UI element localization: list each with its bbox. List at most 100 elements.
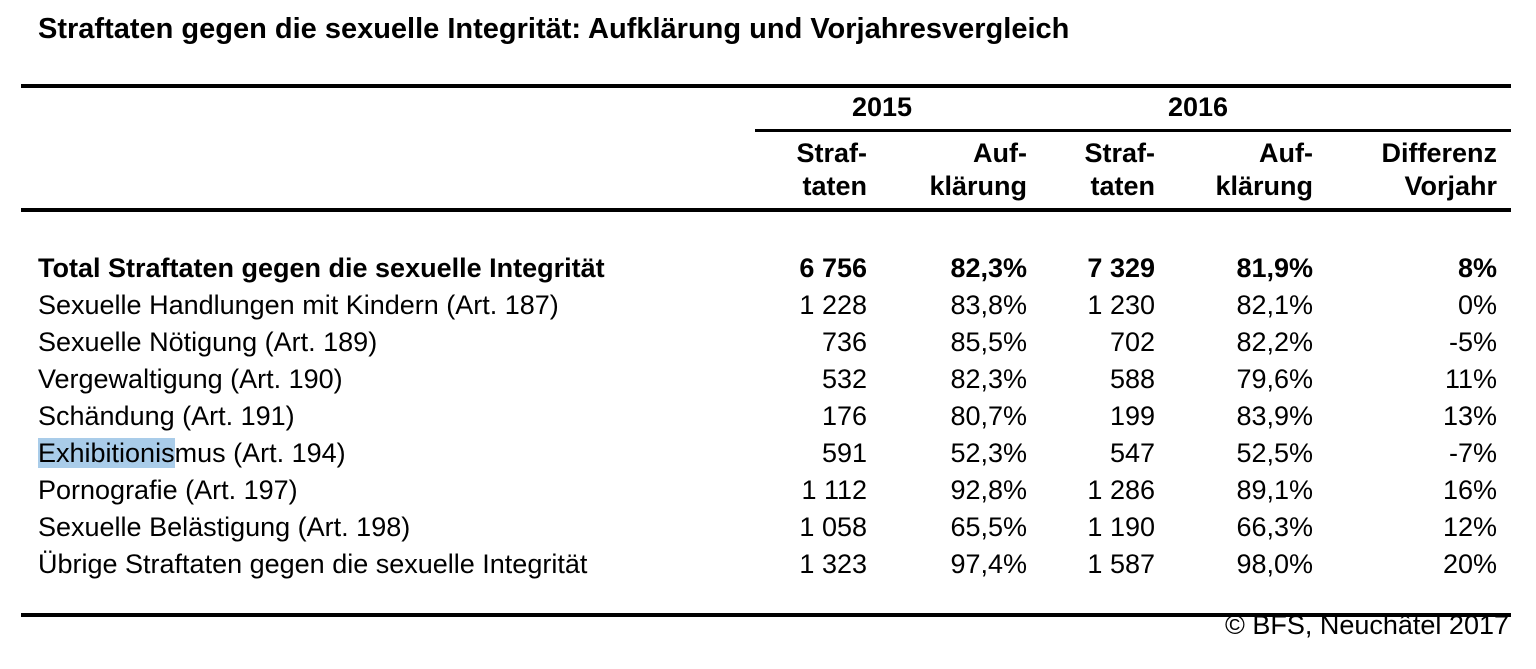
table-row: Übrige Straftaten gegen die sexuelle Int…: [21, 546, 1511, 583]
cell-aufklaerung-2016: 98,0%: [1236, 549, 1313, 579]
table-row: Pornografie (Art. 197) 1 112 92,8% 1 286…: [21, 472, 1511, 509]
year-header-cell: 2015 2016: [755, 86, 1512, 132]
column-header-line: Auf-: [973, 138, 1027, 168]
table-row-total: Total Straftaten gegen die sexuelle Inte…: [21, 250, 1511, 287]
row-label: Pornografie (Art. 197): [21, 472, 755, 509]
cell-straftaten-2015: 1 228: [799, 290, 867, 320]
row-label: Exhibitionismus (Art. 194): [21, 435, 755, 472]
table-row: Vergewaltigung (Art. 190) 532 82,3% 588 …: [21, 361, 1511, 398]
selection-highlight: Exhibitionis: [38, 438, 175, 468]
cell-straftaten-2015: 532: [821, 364, 867, 394]
row-label-text: Vergewaltigung (Art. 190): [38, 364, 343, 394]
cell-straftaten-2016: 588: [1109, 364, 1155, 394]
row-label: Schändung (Art. 191): [21, 398, 755, 435]
column-header-differenz-vorjahr: Differenz Vorjahr: [1321, 130, 1512, 212]
cell-straftaten-2015: 736: [821, 327, 867, 357]
row-label-text: Total Straftaten gegen die sexuelle Inte…: [38, 253, 605, 283]
cell-differenz-vorjahr: -7%: [1449, 438, 1498, 468]
copyright-notice: © BFS, Neuchâtel 2017: [1224, 610, 1509, 640]
cell-aufklaerung-2016: 66,3%: [1236, 512, 1313, 542]
column-header-aufklaerung-2015: Auf- klärung: [875, 130, 1035, 212]
column-header-aufklaerung-2016: Auf- klärung: [1163, 130, 1321, 212]
cell-differenz-vorjahr: 20%: [1443, 549, 1498, 579]
empty-corner-cell: [21, 86, 755, 131]
cell-straftaten-2016: 1 230: [1087, 290, 1155, 320]
column-header-straftaten-2015: Straf- taten: [755, 130, 875, 212]
row-label-text: mus (Art. 194): [174, 438, 346, 468]
cell-aufklaerung-2015: 80,7%: [950, 401, 1027, 431]
column-header-line: Straf-: [796, 138, 867, 168]
year-header-2015: 2015: [851, 92, 913, 122]
column-header-line: Auf-: [1259, 138, 1313, 168]
cell-differenz-vorjahr: -5%: [1449, 327, 1498, 357]
cell-aufklaerung-2015: 52,3%: [950, 438, 1027, 468]
cell-differenz-vorjahr: 11%: [1445, 364, 1498, 394]
column-header-line: Straf-: [1084, 138, 1155, 168]
column-header-line: klärung: [1215, 171, 1313, 201]
column-header-row: Straf- taten Auf- klärung Straf- taten A…: [21, 130, 1512, 212]
cell-aufklaerung-2015: 85,5%: [950, 327, 1027, 357]
row-label-text: Pornografie (Art. 197): [38, 475, 298, 505]
year-header-2016: 2016: [1167, 92, 1229, 122]
cell-straftaten-2016: 1 587: [1087, 549, 1155, 579]
cell-aufklaerung-2015: 82,3%: [950, 364, 1027, 394]
cell-aufklaerung-2015: 92,8%: [950, 475, 1027, 505]
cell-differenz-vorjahr: 16%: [1443, 475, 1498, 505]
cell-straftaten-2016: 1 286: [1087, 475, 1155, 505]
crime-statistics-table: 2015 2016 Straf- taten Auf- klärung Stra…: [21, 84, 1512, 617]
cell-aufklaerung-2015: 65,5%: [950, 512, 1027, 542]
cell-straftaten-2015: 1 058: [799, 512, 867, 542]
table-title: Straftaten gegen die sexuelle Integrität…: [38, 13, 1070, 45]
row-label: Übrige Straftaten gegen die sexuelle Int…: [21, 546, 755, 583]
cell-aufklaerung-2016: 89,1%: [1236, 475, 1313, 505]
cell-aufklaerung-2016: 79,6%: [1236, 364, 1313, 394]
table-row: Sexuelle Handlungen mit Kindern (Art. 18…: [21, 287, 1511, 324]
cell-aufklaerung-2015: 82,3%: [950, 253, 1027, 283]
row-label: Sexuelle Nötigung (Art. 189): [21, 324, 755, 361]
cell-aufklaerung-2016: 52,5%: [1236, 438, 1313, 468]
cell-straftaten-2016: 702: [1109, 327, 1155, 357]
cell-straftaten-2015: 1 323: [799, 549, 867, 579]
row-label-text: Sexuelle Handlungen mit Kindern (Art. 18…: [38, 290, 559, 320]
empty-label-header-cell: [21, 130, 755, 212]
column-header-line: Vorjahr: [1404, 171, 1498, 201]
table-row-exhibitionismus: Exhibitionismus (Art. 194) 591 52,3% 547…: [21, 435, 1511, 472]
cell-straftaten-2016: 7 329: [1087, 253, 1155, 283]
row-label-text: Übrige Straftaten gegen die sexuelle Int…: [38, 549, 588, 579]
cell-straftaten-2016: 547: [1109, 438, 1155, 468]
row-label-text: Schändung (Art. 191): [38, 401, 295, 431]
cell-straftaten-2015: 6 756: [799, 253, 867, 283]
cell-aufklaerung-2016: 81,9%: [1236, 253, 1313, 283]
row-label: Sexuelle Handlungen mit Kindern (Art. 18…: [21, 287, 755, 324]
cell-straftaten-2016: 199: [1109, 401, 1155, 431]
cell-straftaten-2015: 176: [821, 401, 867, 431]
cell-differenz-vorjahr: 8%: [1458, 253, 1498, 283]
row-label-text: Sexuelle Belästigung (Art. 198): [38, 512, 411, 542]
cell-aufklaerung-2015: 83,8%: [950, 290, 1027, 320]
row-label: Total Straftaten gegen die sexuelle Inte…: [21, 250, 755, 287]
cell-aufklaerung-2016: 82,2%: [1236, 327, 1313, 357]
column-header-line: taten: [802, 171, 867, 201]
table-row: Sexuelle Belästigung (Art. 198) 1 058 65…: [21, 509, 1511, 546]
year-header-row: 2015 2016: [21, 86, 1512, 132]
row-label-text: Sexuelle Nötigung (Art. 189): [38, 327, 378, 357]
cell-aufklaerung-2015: 97,4%: [950, 549, 1027, 579]
cell-differenz-vorjahr: 0%: [1458, 290, 1498, 320]
row-label: Sexuelle Belästigung (Art. 198): [21, 509, 755, 546]
cell-differenz-vorjahr: 13%: [1443, 401, 1498, 431]
cell-straftaten-2015: 1 112: [801, 475, 867, 505]
table-row: Schändung (Art. 191) 176 80,7% 199 83,9%…: [21, 398, 1511, 435]
column-header-line: taten: [1090, 171, 1155, 201]
cell-straftaten-2016: 1 190: [1087, 512, 1155, 542]
column-header-line: klärung: [929, 171, 1027, 201]
body-top-spacer: [21, 210, 1511, 250]
cell-differenz-vorjahr: 12%: [1443, 512, 1498, 542]
cell-aufklaerung-2016: 82,1%: [1236, 290, 1313, 320]
cell-aufklaerung-2016: 83,9%: [1236, 401, 1313, 431]
column-header-straftaten-2016: Straf- taten: [1035, 130, 1163, 212]
cell-straftaten-2015: 591: [821, 438, 867, 468]
table-row: Sexuelle Nötigung (Art. 189) 736 85,5% 7…: [21, 324, 1511, 361]
row-label: Vergewaltigung (Art. 190): [21, 361, 755, 398]
column-header-line: Differenz: [1381, 138, 1498, 168]
